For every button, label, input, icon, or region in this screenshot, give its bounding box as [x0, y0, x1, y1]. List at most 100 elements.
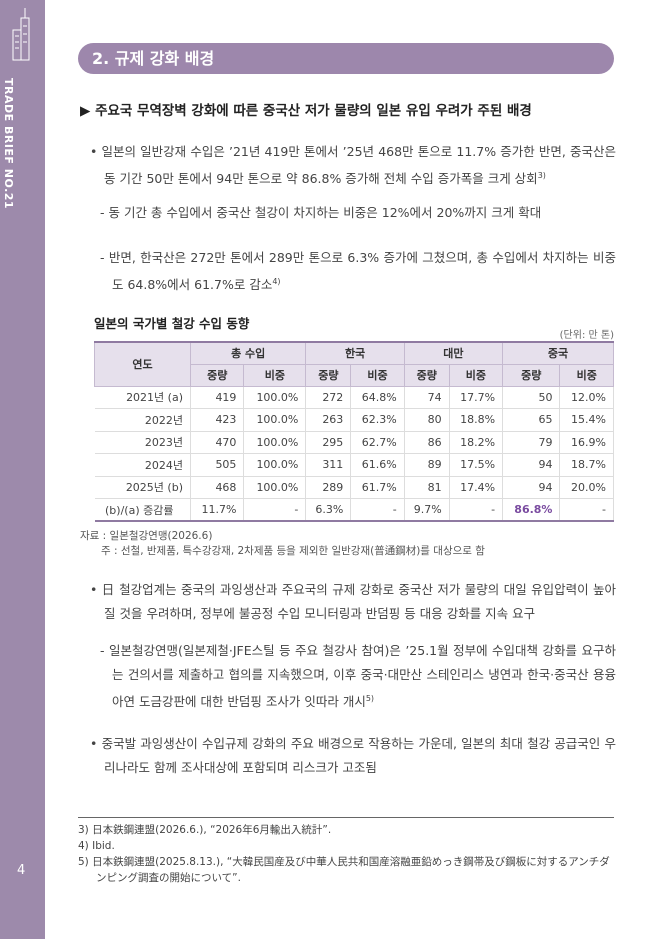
table-cell: 61.6% — [350, 453, 405, 477]
paragraph-text: • 일본의 일반강재 수입은 ’21년 419만 톤에서 ’25년 468만 톤… — [90, 144, 616, 187]
footnote-ref: 5) — [365, 694, 375, 703]
table-unit: (단위: 만 톤) — [559, 330, 614, 341]
table-cell: 100.0% — [243, 475, 307, 499]
footnote-rule — [78, 817, 614, 818]
table-cell: 89 — [403, 453, 450, 477]
table-row: 2021년 (a) 419 100.0% 272 64.8% 74 17.7% 50 12.0% — [94, 385, 614, 409]
group-header: 대만 — [403, 341, 504, 365]
table-cell: - — [559, 498, 614, 522]
table-cell: 20.0% — [559, 475, 614, 499]
page-number: 4 — [17, 863, 26, 878]
table-cell: 17.5% — [448, 453, 504, 477]
table-cell: 295 — [305, 430, 352, 454]
footnote: 4) Ibid. — [78, 838, 614, 854]
footnote-marker: 4) — [78, 840, 89, 852]
paragraph: - 일본철강연맹(일본제철·JFE스틸 등 주요 철강사 참여)은 ’25.1월… — [100, 639, 616, 714]
sub-header: 비중 — [350, 363, 405, 387]
footnote-ref: 4) — [272, 277, 281, 286]
table-cell: 419 — [189, 385, 245, 409]
group-header: 한국 — [305, 341, 405, 365]
footnote: 5) 日本鉄鋼連盟(2025.8.13.), “大韓民国産及び中華人民共和国産溶… — [78, 854, 614, 886]
heading: ▶ 주요국 무역장벽 강화에 따른 중국산 저가 물량의 일본 유입 우려가 주… — [80, 103, 532, 119]
table-row: 2023년 470 100.0% 295 62.7% 86 18.2% 79 16.9% — [94, 430, 614, 454]
table-cell: 272 — [305, 385, 352, 409]
table-cell: 100.0% — [243, 453, 307, 477]
table-cell: 100.0% — [243, 430, 307, 454]
sub-header: 비중 — [448, 363, 504, 387]
sub-header: 중량 — [305, 363, 352, 387]
paragraph-text: • 중국발 과잉생산이 수입규제 강화의 주요 배경으로 작용하는 가운데, 일… — [90, 736, 616, 775]
footnote-text: 日本鉄鋼連盟(2026.6.), “2026年6月輸出入統計”. — [92, 824, 332, 836]
group-header: 총 수입 — [189, 341, 307, 365]
table-cell: 2024년 — [94, 453, 191, 477]
table-cell: 62.3% — [350, 408, 405, 432]
footnote-marker: 3) — [78, 824, 89, 836]
sub-header: 비중 — [243, 363, 307, 387]
header-row: 연도 총 수입 한국 대만 중국 — [94, 341, 614, 387]
table-cell: 18.7% — [559, 453, 614, 477]
table-cell: 18.8% — [448, 408, 504, 432]
table-cell: 62.7% — [350, 430, 405, 454]
section-title: 2. 규제 강화 배경 — [78, 43, 614, 74]
table-cell: 6.3% — [305, 498, 352, 522]
table-cell: 468 — [189, 475, 245, 499]
table-cell: 74 — [403, 385, 450, 409]
table-cell: 80 — [403, 408, 450, 432]
table-cell: 17.7% — [448, 385, 504, 409]
table-cell: - — [448, 498, 504, 522]
table-note: 주 : 선철, 반제품, 특수강강재, 2차제품 등을 제외한 일반강재(普通鋼… — [101, 545, 485, 557]
paragraph: - 동 기간 총 수입에서 중국산 철강이 차지하는 비중은 12%에서 20%… — [100, 201, 616, 225]
sub-header: 중량 — [189, 363, 245, 387]
sub-header: 중량 — [502, 363, 561, 387]
table-cell: 86.8% — [502, 498, 561, 522]
building-icon — [12, 8, 30, 61]
sub-header: 중량 — [403, 363, 450, 387]
table-cell: 263 — [305, 408, 352, 432]
table-cell: 100.0% — [243, 385, 307, 409]
table-cell: 2025년 (b) — [94, 475, 191, 499]
table-cell: 2023년 — [94, 430, 191, 454]
table-title: 일본의 국가별 철강 수입 동향 — [94, 316, 250, 331]
table-cell: 311 — [305, 453, 352, 477]
table-cell: 9.7% — [403, 498, 450, 522]
table-cell: 11.7% — [189, 498, 245, 522]
table-cell: 15.4% — [559, 408, 614, 432]
table-source: 자료 : 일본철강연맹(2026.6) — [80, 530, 213, 542]
table-cell: 50 — [502, 385, 561, 409]
table-cell: 94 — [502, 475, 561, 499]
table-cell: 61.7% — [350, 475, 405, 499]
table-cell: - — [243, 498, 307, 522]
table-cell: 18.2% — [448, 430, 504, 454]
table-cell: 86 — [403, 430, 450, 454]
paragraph: - 반면, 한국산은 272만 톤에서 289만 톤으로 6.3% 증가에 그쳤… — [100, 246, 616, 297]
footnote-ref: 3) — [537, 171, 546, 180]
footnote-marker: 5) — [78, 856, 89, 868]
paragraph-text: • 日 철강업계는 중국의 과잉생산과 주요국의 규제 강화로 중국산 저가 물… — [90, 582, 616, 621]
paragraph-text: - 동 기간 총 수입에서 중국산 철강이 차지하는 비중은 12%에서 20%… — [100, 205, 542, 220]
group-header: 중국 — [502, 341, 614, 365]
paragraph-text: - 일본철강연맹(일본제철·JFE스틸 등 주요 철강사 참여)은 ’25.1월… — [100, 643, 616, 710]
table-cell: 470 — [189, 430, 245, 454]
table-cell: 12.0% — [559, 385, 614, 409]
header-row: 중량 비중 중량 비중 중량 비중 중량 비중 — [95, 363, 614, 387]
table-cell: - — [350, 498, 405, 522]
table-row: 2022년 423 100.0% 263 62.3% 80 18.8% 65 15.4% — [94, 408, 614, 432]
paragraph: • 日 철강업계는 중국의 과잉생산과 주요국의 규제 강화로 중국산 저가 물… — [90, 578, 616, 626]
table-cell: 65 — [502, 408, 561, 432]
table-cell: (b)/(a) 증감률 — [94, 498, 191, 522]
table-cell: 289 — [305, 475, 352, 499]
table-cell: 17.4% — [448, 475, 504, 499]
table-cell: 423 — [189, 408, 245, 432]
row-label-header: 연도 — [94, 341, 191, 387]
table-cell: 2021년 (a) — [94, 385, 191, 409]
brand: TRADE BRIEF NO.21 — [2, 78, 15, 210]
footnote: 3) 日本鉄鋼連盟(2026.6.), “2026年6月輸出入統計”. — [78, 822, 614, 838]
table-row: (b)/(a) 증감률 11.7% -6.3% -9.7% -86.8% - — [94, 498, 614, 522]
table-cell: 79 — [502, 430, 561, 454]
paragraph-text: - 반면, 한국산은 272만 톤에서 289만 톤으로 6.3% 증가에 그쳤… — [100, 250, 616, 293]
footnote-text: Ibid. — [92, 840, 115, 852]
table-cell: 100.0% — [243, 408, 307, 432]
paragraph: • 일본의 일반강재 수입은 ’21년 419만 톤에서 ’25년 468만 톤… — [90, 140, 616, 191]
footnote-text: 日本鉄鋼連盟(2025.8.13.), “大韓民国産及び中華人民共和国産溶融亜鉛… — [92, 856, 610, 884]
